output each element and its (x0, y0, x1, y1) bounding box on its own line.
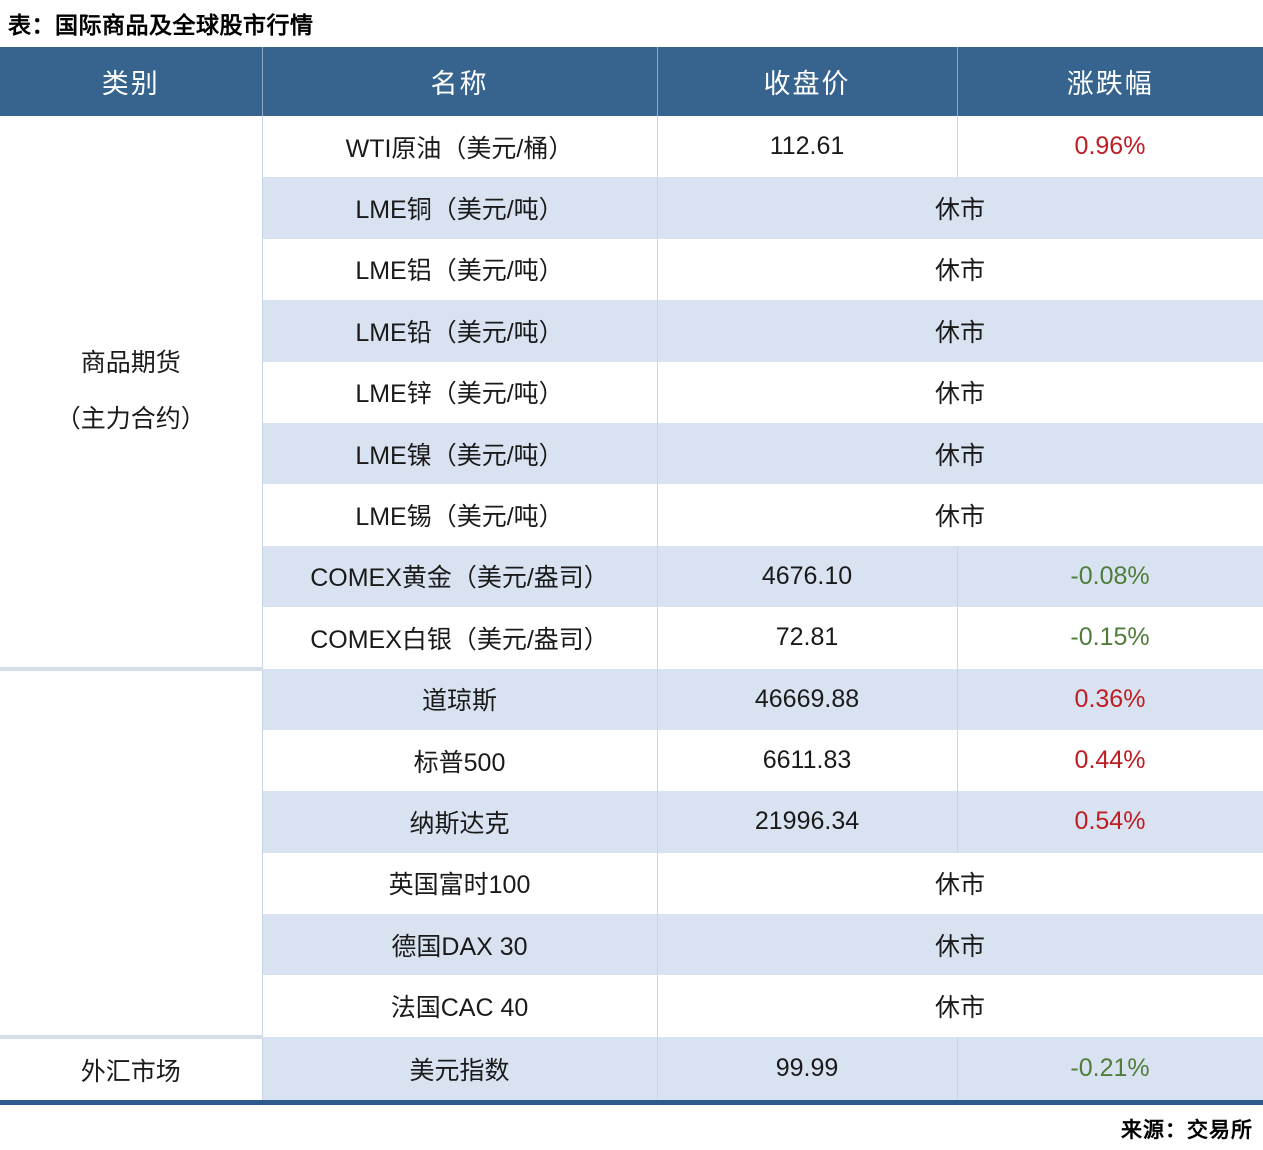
change-percent: 0.36% (957, 668, 1263, 730)
category-label: 商品期货 (80, 349, 181, 377)
table-row: 商品期货 （主力合约） WTI原油（美元/桶） 112.61 0.96% (0, 116, 1263, 671)
table-row: 英国富时100 休市 (0, 852, 1263, 915)
table-row: LME铅（美元/吨） 休市 (0, 300, 1263, 362)
header-category: 类别 (0, 47, 263, 116)
change-percent: -0.08% (957, 545, 1263, 608)
table-row: LME锡（美元/吨） 休市 (0, 484, 1263, 546)
instrument-name: 法国CAC 40 (262, 975, 658, 1037)
category-sublabel: （主力合约） (55, 405, 206, 434)
instrument-name: LME镍（美元/吨） (262, 422, 658, 485)
instrument-name: 美元指数 (262, 1036, 658, 1103)
page-title: 表：国际商品及全球股市行情 (8, 12, 314, 38)
close-price: 4676.10 (657, 545, 958, 608)
market-closed-cell: 休市 (657, 238, 1263, 301)
market-closed-cell: 休市 (657, 914, 1263, 976)
close-price: 21996.34 (657, 791, 958, 853)
market-closed-cell: 休市 (657, 484, 1263, 546)
change-percent: 0.54% (957, 791, 1263, 853)
header-change: 涨跌幅 (957, 47, 1263, 116)
table-row: LME镍（美元/吨） 休市 (0, 422, 1263, 485)
instrument-name: LME锌（美元/吨） (262, 361, 658, 423)
close-price: 46669.88 (657, 668, 958, 730)
market-closed-cell: 休市 (657, 361, 1263, 423)
instrument-name: 德国DAX 30 (262, 914, 658, 976)
close-price: 99.99 (657, 1036, 958, 1103)
close-price: 112.61 (657, 116, 958, 178)
instrument-name: COMEX白银（美元/盎司） (262, 607, 658, 669)
table-row: 德国DAX 30 休市 (0, 914, 1263, 976)
instrument-name: 标普500 (262, 729, 658, 792)
category-cell-commodities: 商品期货 （主力合约） (0, 116, 263, 671)
instrument-name: COMEX黄金（美元/盎司） (262, 545, 658, 608)
change-percent: -0.21% (957, 1036, 1263, 1103)
change-percent: -0.15% (957, 607, 1263, 669)
market-closed-cell: 休市 (657, 852, 1263, 915)
table-row: 纳斯达克 21996.34 0.54% (0, 791, 1263, 853)
instrument-name: LME铅（美元/吨） (262, 300, 658, 362)
table-row: 道琼斯 46669.88 0.36% (0, 668, 1263, 1039)
market-quotes-table: 类别 名称 收盘价 涨跌幅 商品期货 （主力合约） WTI原油（美元/桶） 11… (0, 47, 1263, 1106)
table-row: LME铝（美元/吨） 休市 (0, 238, 1263, 301)
close-price: 72.81 (657, 607, 958, 669)
category-cell-forex: 外汇市场 (0, 1036, 263, 1103)
market-closed-cell: 休市 (657, 177, 1263, 239)
header-row: 类别 名称 收盘价 涨跌幅 (0, 47, 1263, 116)
table-row: LME锌（美元/吨） 休市 (0, 361, 1263, 423)
close-price: 6611.83 (657, 729, 958, 792)
market-closed-cell: 休市 (657, 975, 1263, 1037)
table-row: 外汇市场 美元指数 99.99 -0.21% (0, 1036, 1263, 1103)
change-percent: 0.96% (957, 116, 1263, 178)
instrument-name: 英国富时100 (262, 852, 658, 915)
table-row: LME铜（美元/吨） 休市 (0, 177, 1263, 239)
market-closed-cell: 休市 (657, 300, 1263, 362)
source-note: 来源：交易所 (1121, 1119, 1253, 1143)
market-closed-cell: 休市 (657, 422, 1263, 485)
table-header: 类别 名称 收盘价 涨跌幅 (0, 47, 1263, 116)
instrument-name: LME锡（美元/吨） (262, 484, 658, 546)
header-close-price: 收盘价 (657, 47, 958, 116)
category-cell-stocks (0, 668, 263, 1039)
instrument-name: LME铜（美元/吨） (262, 177, 658, 239)
change-percent: 0.44% (957, 729, 1263, 792)
table-body: 商品期货 （主力合约） WTI原油（美元/桶） 112.61 0.96% LME… (0, 116, 1263, 1103)
instrument-name: 道琼斯 (262, 668, 658, 730)
table-row: COMEX黄金（美元/盎司） 4676.10 -0.08% (0, 545, 1263, 608)
table-row: 标普500 6611.83 0.44% (0, 729, 1263, 792)
header-name: 名称 (262, 47, 658, 116)
instrument-name: LME铝（美元/吨） (262, 238, 658, 301)
table-row: COMEX白银（美元/盎司） 72.81 -0.15% (0, 607, 1263, 669)
instrument-name: WTI原油（美元/桶） (262, 116, 658, 178)
table-row: 法国CAC 40 休市 (0, 975, 1263, 1037)
instrument-name: 纳斯达克 (262, 791, 658, 853)
